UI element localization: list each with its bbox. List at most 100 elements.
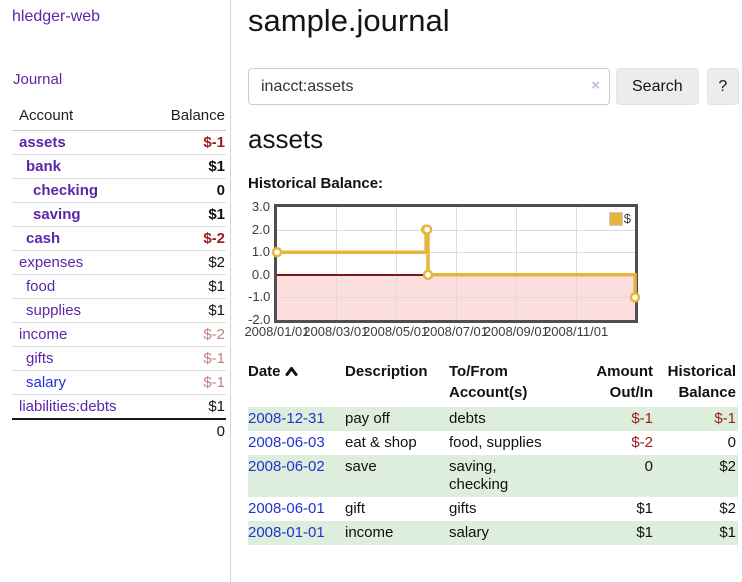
sidebar-account-link[interactable]: salary [26, 374, 67, 391]
sidebar-account-balance: $1 [146, 298, 226, 323]
header-date[interactable]: Date [248, 358, 345, 407]
sidebar-account-link[interactable]: saving [33, 206, 81, 223]
search-box: × [248, 68, 610, 105]
transaction-amount: $-1 [631, 410, 653, 427]
transaction-row: 2008-06-01 gift gifts $1 $2 [248, 497, 738, 521]
transaction-balance: $1 [719, 524, 736, 541]
app-brand-link[interactable]: hledger-web [12, 8, 101, 25]
sidebar-item-journal[interactable]: Journal [13, 71, 63, 88]
sidebar-account-balance: $2 [146, 250, 226, 275]
x-axis-tick-label: 2008/09/01 [483, 324, 549, 339]
sidebar-account-balance: $1 [146, 154, 226, 179]
legend-swatch [608, 211, 623, 226]
transaction-accounts: gifts [449, 500, 477, 517]
x-axis-tick-label: 2008/11/01 [544, 324, 609, 339]
sidebar-account-balance: $-1 [146, 346, 226, 371]
sidebar-account-link[interactable]: assets [19, 134, 66, 151]
help-button[interactable]: ? [706, 68, 739, 105]
sidebar-account-link[interactable]: income [19, 326, 68, 343]
gridline-vertical [335, 207, 337, 320]
transaction-amount: 0 [644, 458, 653, 475]
accounts-total-value: 0 [146, 418, 226, 443]
accounts-total-row: 0 [12, 418, 226, 443]
transaction-row: 2008-12-31 pay off debts $-1 $-1 [248, 407, 738, 431]
gridline-vertical [395, 207, 397, 320]
sidebar-account-row: salary $-1 [12, 370, 226, 395]
data-point-marker [421, 224, 433, 235]
transaction-balance: $2 [719, 458, 736, 475]
sidebar-account-row: income $-2 [12, 322, 226, 347]
y-axis-tick-label: 0.0 [251, 266, 270, 282]
transaction-accounts: food, supplies [449, 434, 542, 451]
main-content: sample.journal × Search ? assets Histori… [244, 0, 740, 582]
x-axis-tick-label: 2008/03/01 [303, 324, 369, 339]
gridline-vertical [455, 207, 457, 320]
transaction-balance: $2 [719, 500, 736, 517]
gridline-vertical [516, 207, 518, 320]
transaction-row: 2008-01-01 income salary $1 $1 [248, 521, 738, 545]
sidebar-account-row: cash $-2 [12, 226, 226, 251]
balance-series [271, 224, 641, 303]
sidebar-account-row: supplies $1 [12, 298, 226, 323]
chart-heading: Historical Balance: [248, 175, 384, 192]
sidebar-account-row: saving $1 [12, 202, 226, 227]
x-axis-tick-label: 2008/01/01 [244, 324, 310, 339]
transaction-description: eat & shop [345, 434, 417, 451]
sidebar-account-balance: $1 [146, 394, 226, 420]
sidebar-account-link[interactable]: expenses [19, 254, 84, 271]
y-axis-tick-label: -1.0 [248, 289, 271, 305]
chart-plot-area: $ [271, 204, 641, 323]
data-point-marker [271, 246, 283, 258]
y-axis-tick-label: 2.0 [251, 221, 270, 237]
sidebar-account-row: assets $-1 [12, 130, 226, 155]
search-input[interactable] [248, 68, 610, 105]
transaction-row: 2008-06-03 eat & shop food, supplies $-2 0 [248, 431, 738, 455]
sidebar-account-link[interactable]: liabilities:debts [19, 398, 117, 415]
sidebar-account-row: gifts $-1 [12, 346, 226, 371]
header-accounts: To/From Account(s) [449, 363, 528, 401]
transaction-date-link[interactable]: 2008-01-01 [248, 524, 325, 541]
y-axis-tick-label: -2.0 [248, 312, 271, 327]
clear-search-icon[interactable]: × [591, 77, 600, 94]
sidebar-account-link[interactable]: supplies [26, 302, 82, 319]
y-axis-tick-label: 1.0 [251, 244, 270, 260]
sidebar-account-link[interactable]: checking [33, 182, 99, 199]
transaction-accounts: salary [449, 524, 490, 541]
spacer [12, 418, 147, 443]
transaction-description: income [345, 524, 394, 541]
transactions-table: Date Description To/From Account(s) Amou… [248, 358, 738, 545]
sidebar-account-balance: $1 [146, 202, 226, 227]
page-title: sample.journal [248, 3, 450, 38]
transaction-date-link[interactable]: 2008-12-31 [248, 410, 325, 427]
sidebar-account-link[interactable]: food [26, 278, 56, 295]
transaction-date-link[interactable]: 2008-06-01 [248, 500, 325, 517]
sidebar-account-link[interactable]: bank [26, 158, 62, 175]
sidebar-account-balance: $-1 [146, 370, 226, 395]
sidebar-account-row: bank $1 [12, 154, 226, 179]
historical-balance-chart: $ 3.0 2.0 1.0 0.0 -1.0 -2.0 2008/01/01 2008/03… [244, 199, 678, 342]
transaction-amount: $1 [636, 500, 653, 517]
sidebar-account-row: checking 0 [12, 178, 226, 203]
x-axis-tick-label: 2008/05/01 [363, 324, 429, 339]
transaction-balance: 0 [727, 434, 736, 451]
x-axis-tick-label: 2008/07/01 [422, 324, 489, 339]
transaction-description: save [345, 458, 377, 475]
transaction-date-link[interactable]: 2008-06-03 [248, 434, 325, 451]
sidebar-account-balance: $1 [146, 274, 226, 299]
search-button[interactable]: Search [616, 68, 699, 105]
sidebar-account-balance: $-2 [146, 322, 226, 347]
legend-label: $ [623, 211, 631, 226]
sidebar-account-row: expenses $2 [12, 250, 226, 275]
accounts-header-balance: Balance [146, 103, 226, 131]
sidebar-account-row: liabilities:debts $1 [12, 394, 226, 420]
sidebar-account-row: food $1 [12, 274, 226, 299]
header-amount: Amount Out/In [596, 363, 653, 401]
transaction-description: gift [345, 500, 366, 517]
sidebar-account-link[interactable]: cash [26, 230, 61, 247]
header-balance: Historical Balance [667, 363, 736, 401]
sidebar-account-link[interactable]: gifts [26, 350, 54, 367]
data-point-marker [629, 292, 641, 303]
header-description: Description [345, 363, 428, 380]
gridline-vertical [576, 207, 578, 320]
transaction-date-link[interactable]: 2008-06-02 [248, 458, 325, 475]
